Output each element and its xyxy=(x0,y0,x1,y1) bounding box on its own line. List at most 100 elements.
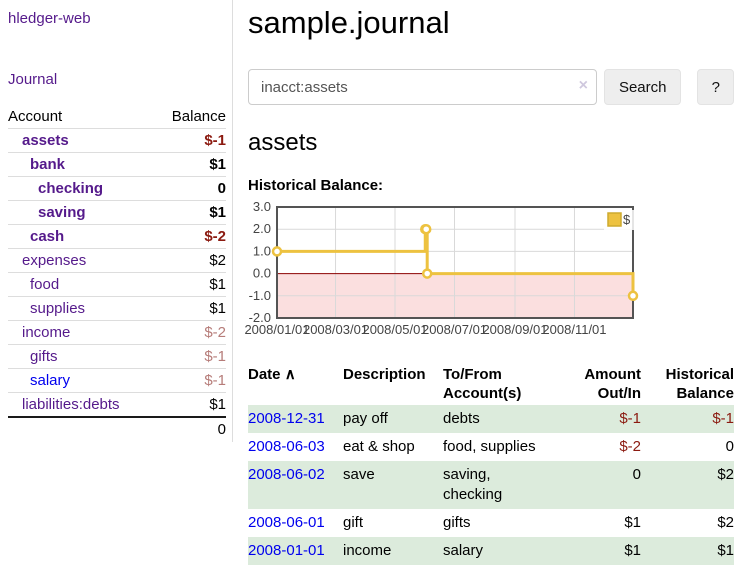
transaction-description: pay off xyxy=(343,410,388,427)
accounts-total-row: 0 xyxy=(8,416,226,441)
transaction-amount: 0 xyxy=(632,466,641,483)
account-link[interactable]: food xyxy=(30,276,60,293)
account-balance: $1 xyxy=(154,200,226,225)
transaction-amount: $1 xyxy=(624,514,641,531)
svg-text:2008/05/01: 2008/05/01 xyxy=(362,322,427,337)
transaction-amount: $-2 xyxy=(619,438,641,455)
transaction-date-link[interactable]: 2008-01-01 xyxy=(248,542,325,559)
svg-text:2008/03/01: 2008/03/01 xyxy=(303,322,368,337)
brand-link[interactable]: hledger-web xyxy=(8,10,91,27)
sidebar-nav: Journal xyxy=(8,71,228,88)
svg-text:0.0: 0.0 xyxy=(253,266,271,281)
help-button[interactable]: ? xyxy=(697,69,734,105)
account-link[interactable]: income xyxy=(22,324,71,341)
svg-text:2008/01/01: 2008/01/01 xyxy=(244,322,309,337)
accounts-header-account: Account xyxy=(8,108,63,125)
account-balance: $1 xyxy=(154,152,226,177)
clear-search-icon[interactable]: × xyxy=(578,77,588,94)
account-link[interactable]: gifts xyxy=(30,348,58,365)
transaction-description: gift xyxy=(343,514,364,531)
transaction-balance: 0 xyxy=(725,438,734,455)
register-header-description: Description xyxy=(343,366,426,383)
register-header-row: Date ∧ Description To/From Account(s) Am… xyxy=(248,363,734,405)
account-row: liabilities:debts $1 xyxy=(8,392,226,417)
account-balance: $-1 xyxy=(154,344,226,369)
svg-text:1.0: 1.0 xyxy=(253,243,271,258)
account-row: salary $-1 xyxy=(8,368,226,393)
account-row: supplies $1 xyxy=(8,296,226,321)
account-balance: $1 xyxy=(154,296,226,321)
account-link[interactable]: saving xyxy=(38,204,86,221)
account-link[interactable]: liabilities:debts xyxy=(22,396,120,413)
register-header-date[interactable]: Date ∧ xyxy=(248,363,343,405)
account-row: bank $1 xyxy=(8,152,226,177)
sidebar-item-journal[interactable]: Journal xyxy=(8,71,58,88)
search-button[interactable]: Search xyxy=(603,69,682,105)
account-row: food $1 xyxy=(8,272,226,297)
register-table: Date ∧ Description To/From Account(s) Am… xyxy=(248,363,734,565)
historical-balance-chart: $3.0 2.0 1.0 0.0 -1.0 -2.02008/01/012008/03/0… xyxy=(244,199,639,337)
account-balance: $-2 xyxy=(154,224,226,249)
account-link[interactable]: assets xyxy=(22,132,69,149)
account-row: gifts $-1 xyxy=(8,344,226,369)
transaction-date-link[interactable]: 2008-06-01 xyxy=(248,514,325,531)
transaction-balance: $2 xyxy=(717,514,734,531)
main-content: sample.journal × Search ? assets Histori… xyxy=(244,0,734,565)
account-row: saving $1 xyxy=(8,200,226,225)
chart-legend-label: $ xyxy=(623,212,631,227)
register-row: 2008-06-01 gift gifts $1 $2 xyxy=(248,509,734,537)
date-header-label: Date xyxy=(248,366,281,383)
account-balance: 0 xyxy=(154,176,226,201)
transaction-balance: $2 xyxy=(717,466,734,483)
account-row: income $-2 xyxy=(8,320,226,345)
account-link[interactable]: supplies xyxy=(30,300,86,317)
svg-text:-1.0: -1.0 xyxy=(249,288,271,303)
transaction-date-link[interactable]: 2008-12-31 xyxy=(248,410,325,427)
svg-text:3.0: 3.0 xyxy=(253,199,271,214)
search-form: × Search ? xyxy=(248,69,734,105)
svg-text:2008/07/01: 2008/07/01 xyxy=(422,322,487,337)
page-title: sample.journal xyxy=(248,5,450,40)
svg-text:2008/11/01: 2008/11/01 xyxy=(542,322,606,337)
account-row: assets $-1 xyxy=(8,128,226,153)
transaction-accounts: salary xyxy=(443,542,484,559)
search-input[interactable] xyxy=(248,69,597,105)
register-row: 2008-01-01 income salary $1 $1 xyxy=(248,537,734,565)
transaction-date-link[interactable]: 2008-06-02 xyxy=(248,466,325,483)
accounts-table-body: assets $-1 bank $1 checking 0 saving $1 cash $-2 e… xyxy=(8,128,226,441)
svg-text:-2.0: -2.0 xyxy=(249,310,271,325)
register-row: 2008-06-03 eat & shop food, supplies $-2 0 xyxy=(248,433,734,461)
transaction-amount: $1 xyxy=(624,542,641,559)
register-header-amount: Amount Out/In xyxy=(584,366,641,402)
transaction-description: income xyxy=(343,542,392,559)
account-link[interactable]: salary xyxy=(30,372,71,389)
svg-text:2.0: 2.0 xyxy=(253,221,271,236)
account-link[interactable]: bank xyxy=(30,156,66,173)
register-row: 2008-06-02 save saving, checking 0 $2 xyxy=(248,461,734,509)
transaction-balance: $-1 xyxy=(712,410,734,427)
account-balance: $1 xyxy=(154,272,226,297)
transaction-accounts: gifts xyxy=(443,514,471,531)
account-heading: assets xyxy=(248,129,318,156)
register-row: 2008-12-31 pay off debts $-1 $-1 xyxy=(248,405,734,433)
transaction-description: eat & shop xyxy=(343,438,415,455)
account-balance: $-1 xyxy=(154,128,226,153)
account-balance: $1 xyxy=(154,392,226,417)
sort-ascending-icon: ∧ xyxy=(284,366,296,383)
account-row: expenses $2 xyxy=(8,248,226,273)
accounts-header-balance: Balance xyxy=(171,108,226,125)
account-link[interactable]: checking xyxy=(38,180,104,197)
account-link[interactable]: expenses xyxy=(22,252,87,269)
transaction-description: save xyxy=(343,466,375,483)
account-link[interactable]: cash xyxy=(30,228,65,245)
transaction-date-link[interactable]: 2008-06-03 xyxy=(248,438,325,455)
register-header-accounts: To/From Account(s) xyxy=(443,366,522,402)
account-row: cash $-2 xyxy=(8,224,226,249)
account-balance: $-1 xyxy=(154,368,226,393)
sidebar: hledger-web Journal Account Balance asse… xyxy=(8,0,228,441)
transaction-accounts: debts xyxy=(443,410,480,427)
accounts-table: Account Balance assets $-1 bank $1 checking 0… xyxy=(8,105,226,441)
search-input-wrap: × xyxy=(248,69,597,105)
transaction-accounts: saving, checking xyxy=(443,466,503,503)
accounts-header-row: Account Balance xyxy=(8,105,226,129)
